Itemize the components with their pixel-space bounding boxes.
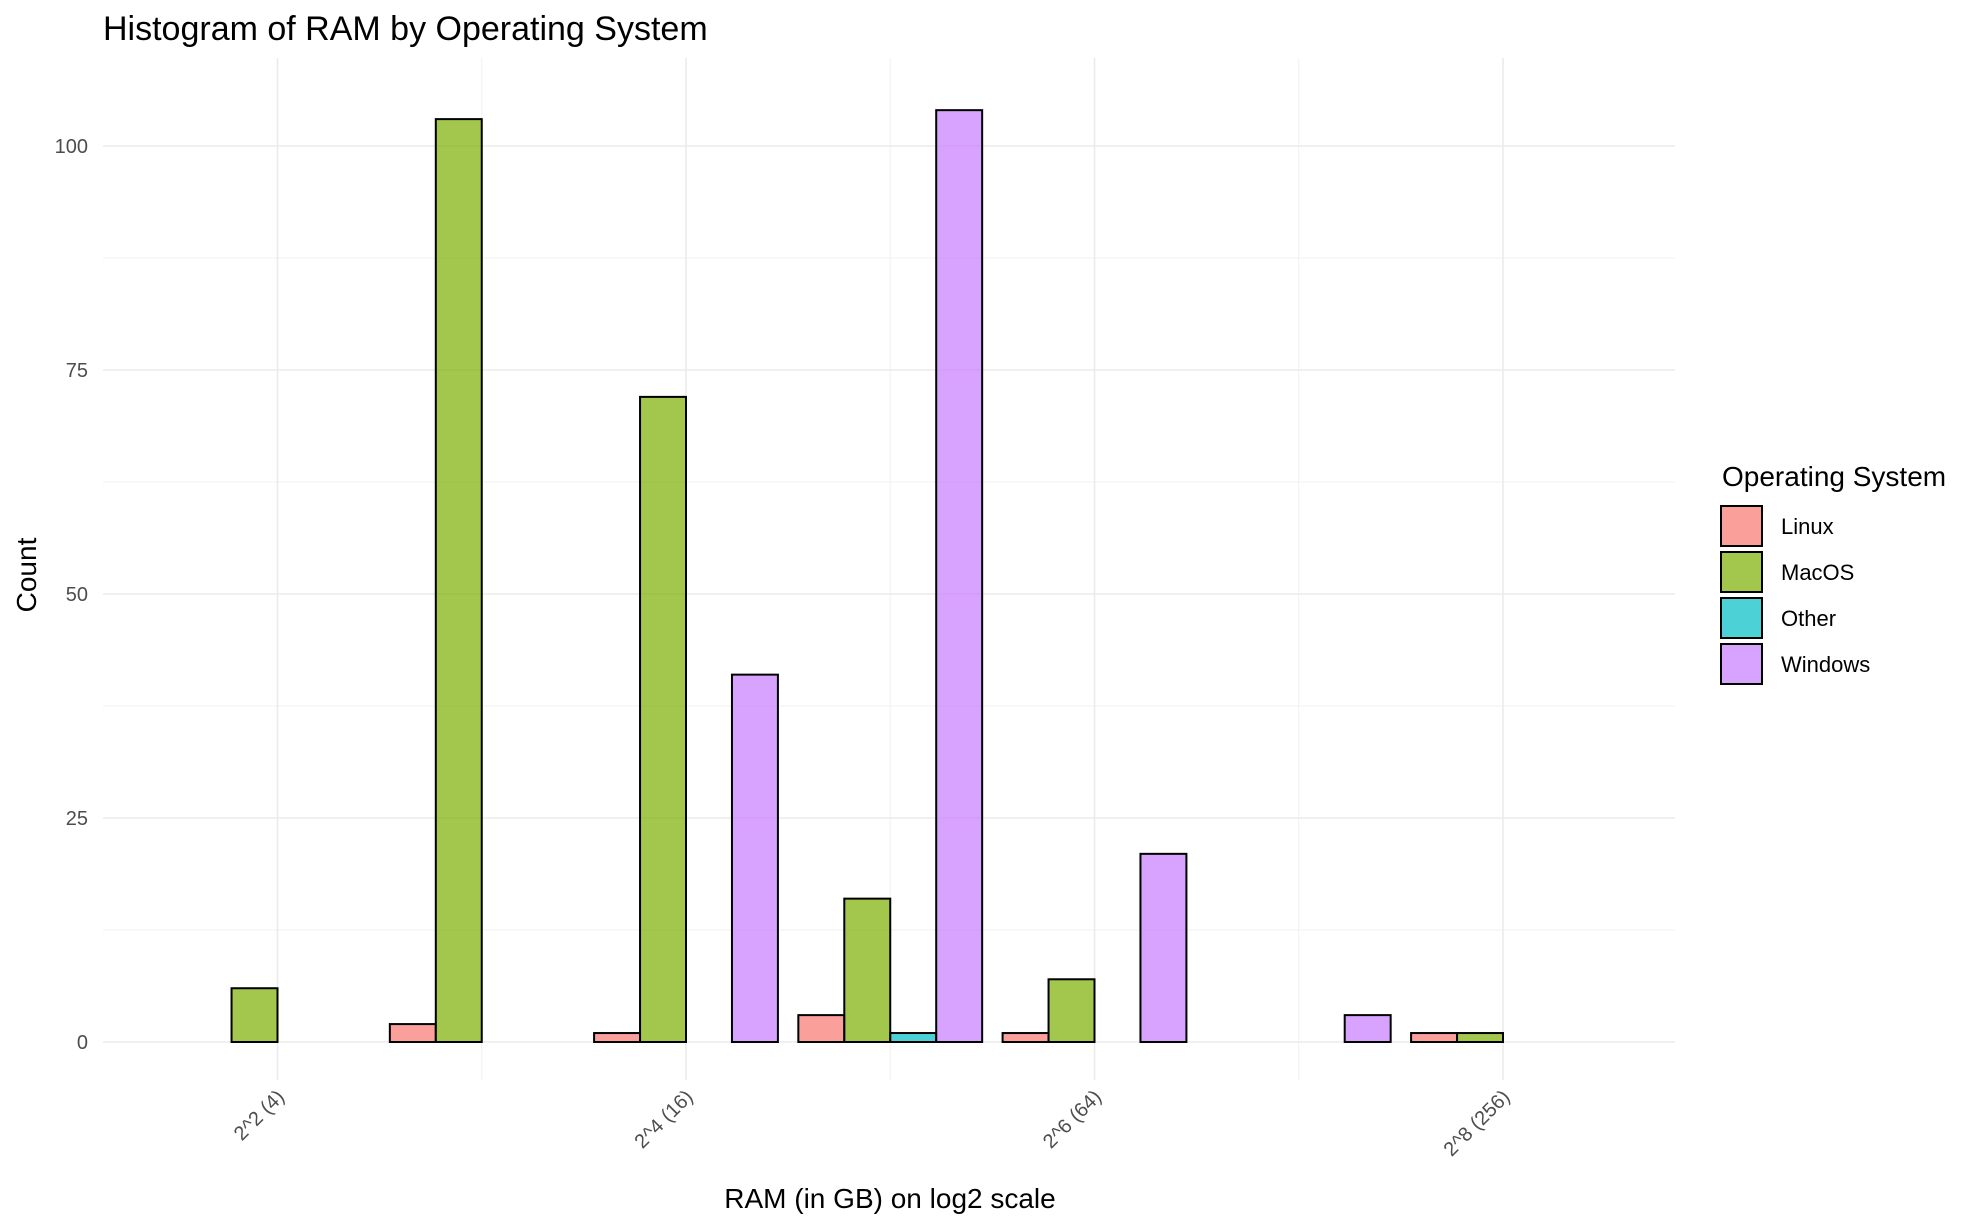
y-tick-label: 100 [55,136,88,158]
bar-macos-8gb [434,118,483,1044]
legend-label-other: Other [1781,606,1836,631]
bar-linux-32gb [797,1014,846,1043]
legend-label-macos: MacOS [1781,560,1854,585]
bar-linux-256gb [1410,1032,1459,1044]
bar-macos-16gb [639,395,688,1043]
legend-key-macos [1720,551,1763,593]
legend-key-other [1720,597,1763,639]
x-tick-label: 2^6 (64) [1039,1086,1106,1153]
legend: Operating System Linux MacOS Other Windows [1720,461,1946,685]
legend-key-linux [1720,505,1763,547]
bar-linux-16gb [593,1032,642,1044]
legend-title: Operating System [1722,461,1946,492]
bar-macos-32gb [843,897,892,1044]
y-tick-label: 25 [66,808,88,830]
y-axis-title: Count [11,537,42,612]
legend-label-linux: Linux [1781,514,1834,539]
bar-windows-64gb [1139,852,1188,1044]
bar-linux-8gb [388,1023,437,1043]
bars [230,109,1504,1044]
y-tick-label: 50 [66,584,88,606]
bar-windows-32gb [935,109,984,1044]
x-axis-title: RAM (in GB) on log2 scale [724,1183,1055,1214]
bar-other-32gb [889,1032,938,1044]
bar-windows-16gb [730,673,779,1043]
legend-key-windows [1720,643,1763,685]
x-tick-label: 2^8 (256) [1440,1086,1515,1161]
x-tick-label: 2^4 (16) [631,1086,698,1153]
chart-title: Histogram of RAM by Operating System [103,10,708,48]
y-tick-label: 75 [66,360,88,382]
bar-macos-4gb [230,987,279,1043]
bar-windows-128gb [1343,1014,1392,1043]
y-tick-label: 0 [77,1032,88,1054]
bar-macos-64gb [1047,978,1096,1044]
bar-linux-64gb [1001,1032,1050,1044]
legend-label-windows: Windows [1781,652,1870,677]
bar-macos-256gb [1456,1032,1504,1044]
x-tick-label: 2^2 (4) [230,1086,289,1145]
